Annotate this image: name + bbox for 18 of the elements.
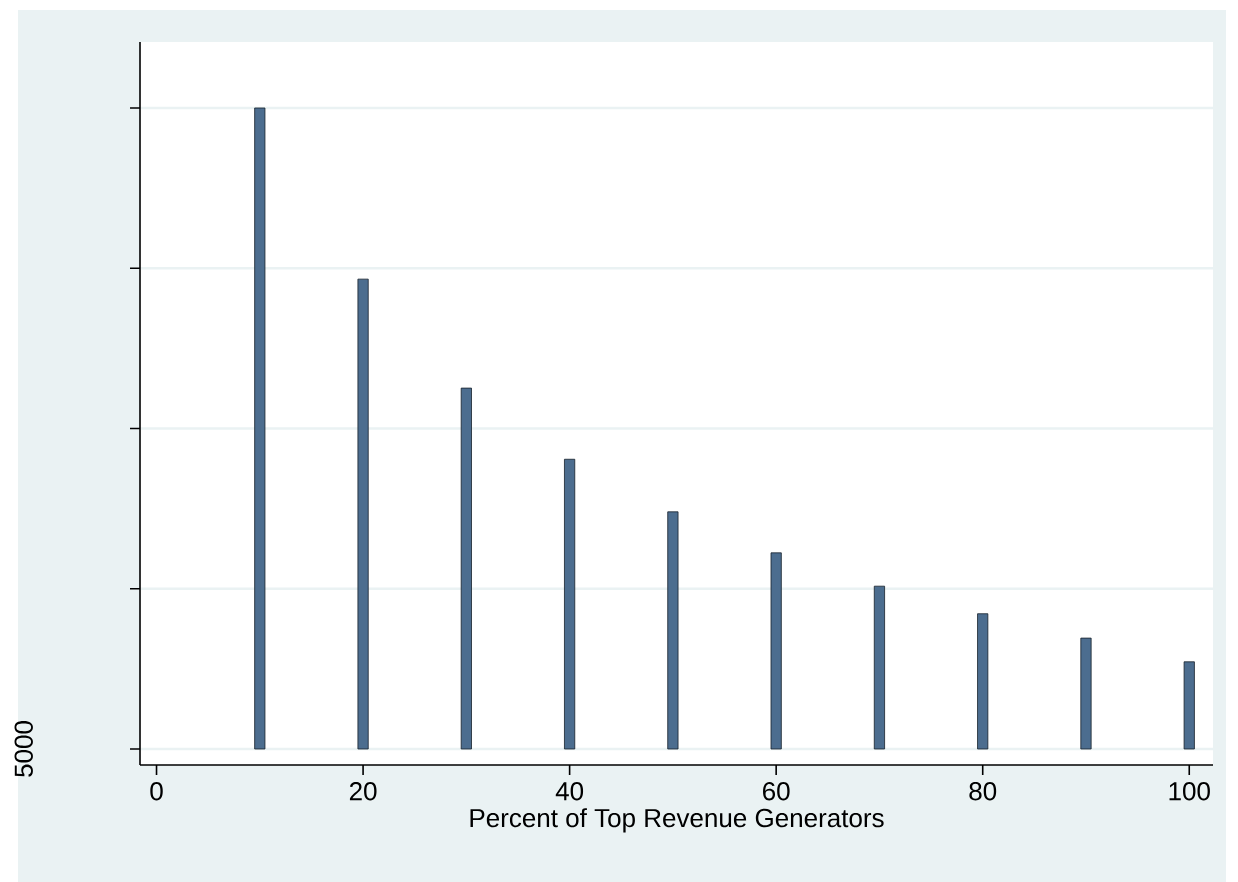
x-tick-label: 100 <box>1169 782 1210 801</box>
bar <box>873 585 885 750</box>
x-tick-label: 0 <box>150 782 163 801</box>
bar <box>667 511 679 750</box>
bar <box>1183 661 1195 750</box>
bar <box>357 278 369 750</box>
x-tick-label: 20 <box>349 782 377 801</box>
x-tick-label: 40 <box>555 782 584 801</box>
bar <box>460 387 472 750</box>
text: 5000 <box>14 721 33 777</box>
bar <box>770 552 782 750</box>
x-tick-label: 80 <box>969 782 997 801</box>
x-axis-title: Percent of Top Revenue Generators <box>470 808 884 833</box>
bar <box>977 613 989 750</box>
bar <box>564 458 576 750</box>
bar <box>254 107 266 750</box>
bar <box>1080 637 1092 750</box>
x-tick-label: 60 <box>763 782 790 801</box>
